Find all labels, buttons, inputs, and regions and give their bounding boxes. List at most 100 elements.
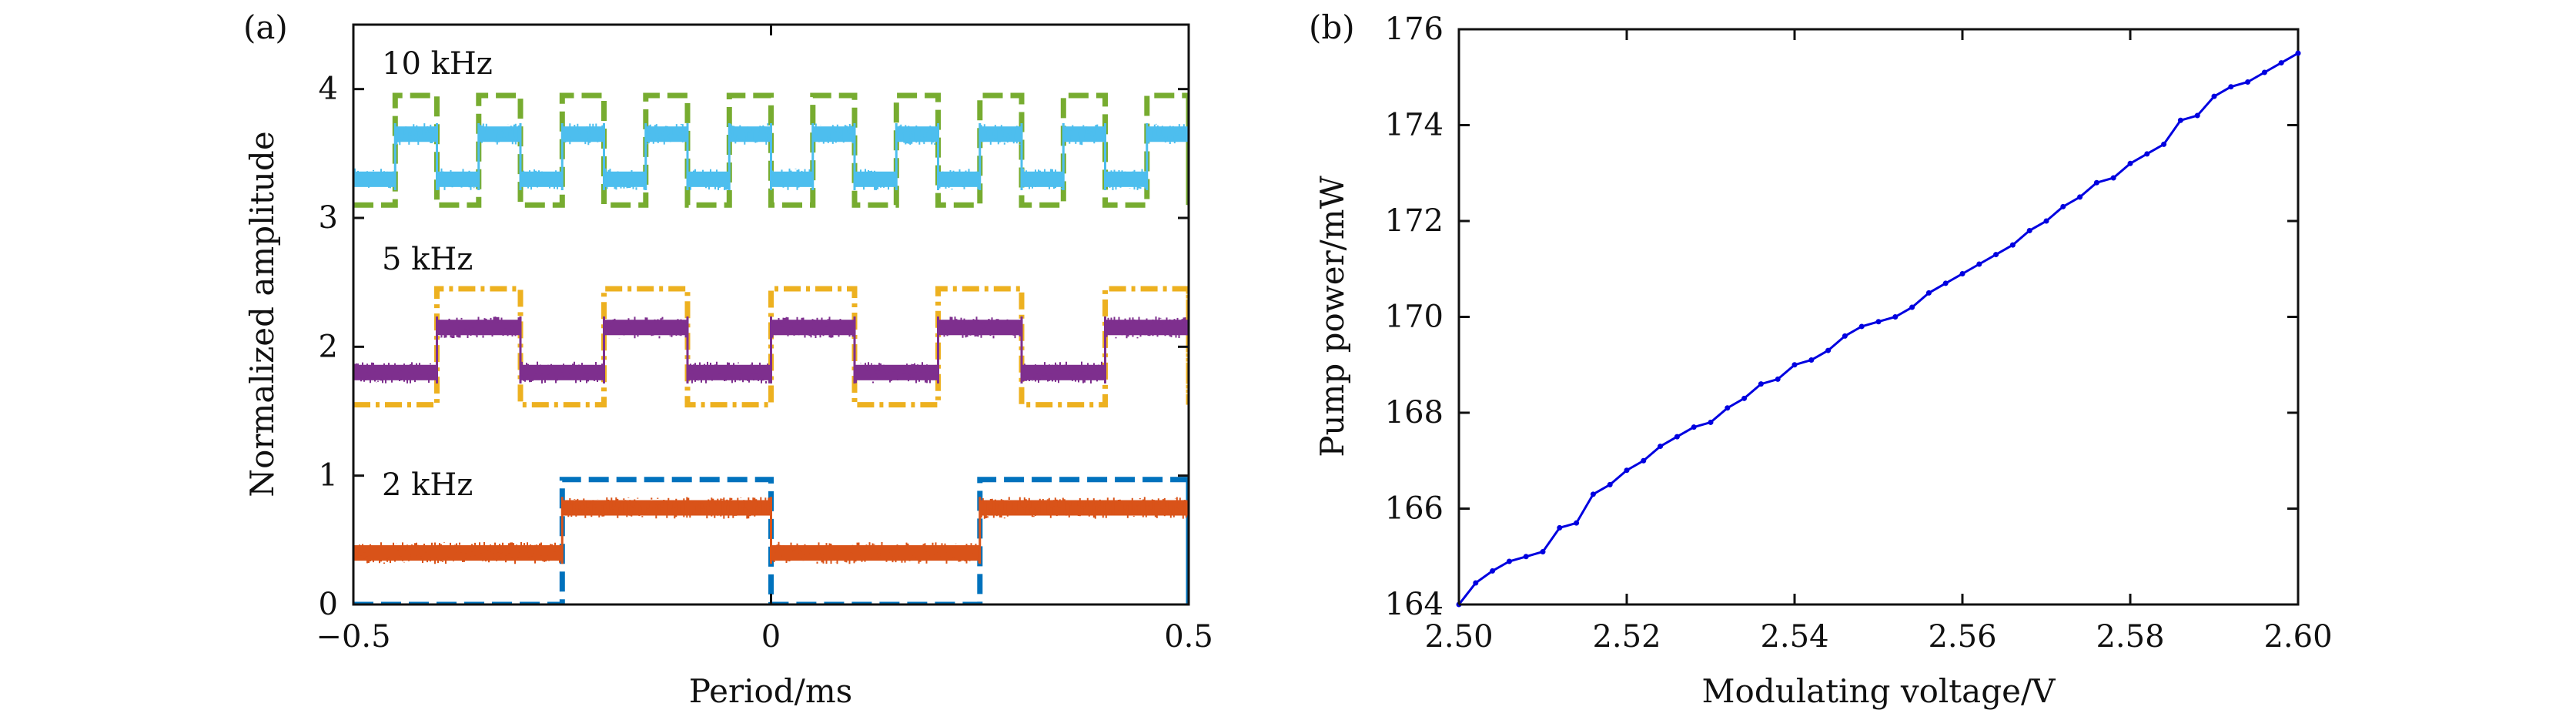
pump-power-point xyxy=(2278,60,2284,66)
series-1-noise xyxy=(937,169,981,190)
pump-power-point xyxy=(2077,194,2083,200)
pump-power-point xyxy=(1691,424,1697,430)
pump-power-point xyxy=(1523,554,1529,560)
pump-power-point xyxy=(1959,270,1965,276)
series-1-noise xyxy=(1021,168,1064,189)
pump-power-point xyxy=(1658,444,1664,450)
panel-b-xlabel: Modulating voltage/V xyxy=(1702,672,2056,710)
pump-power-point xyxy=(1607,481,1613,487)
pump-power-point xyxy=(1473,580,1479,586)
series-1-noise xyxy=(394,123,438,146)
pump-power-point xyxy=(1808,357,1815,363)
panel-a-ytick-label: 3 xyxy=(319,200,338,236)
pump-power-point xyxy=(1925,290,1932,296)
series-1-noise xyxy=(1062,124,1106,146)
series-1-noise xyxy=(854,169,897,190)
series-3-noise xyxy=(770,316,855,339)
panel-b-ytick-label: 176 xyxy=(1385,12,1444,47)
pump-power-point xyxy=(2161,141,2167,147)
pump-power-point xyxy=(1775,376,1781,382)
pump-power-point xyxy=(1791,362,1798,368)
panel-b-ticks: 2.50 2.52 2.54 2.56 2.58 2.60 164 166 168 170 172 1… xyxy=(1385,12,2333,655)
pump-power-point xyxy=(2026,227,2032,233)
series-1-noise xyxy=(979,124,1022,145)
pump-power-point xyxy=(1858,323,1865,330)
panel-b-xtick-label: 2.52 xyxy=(1592,619,1661,655)
panel-a-series-group xyxy=(353,92,1189,604)
series-1-noise xyxy=(520,168,563,190)
series-5-noise xyxy=(561,497,771,519)
series-1-noise xyxy=(477,123,521,145)
series-3-noise xyxy=(687,361,771,383)
pump-power-point xyxy=(2177,117,2183,123)
panel-a-ylabel: Normalized amplitude xyxy=(243,131,281,497)
series-3-noise xyxy=(1021,361,1106,383)
series-3-noise xyxy=(520,361,604,383)
pump-power-point xyxy=(1674,434,1680,440)
panel-b-ytick-label: 166 xyxy=(1385,491,1444,527)
pump-power-point xyxy=(2228,84,2234,90)
panel-b-ylabel: Pump power/mW xyxy=(1313,175,1351,457)
series-3-noise xyxy=(937,316,1022,339)
pump-power-point xyxy=(1892,314,1899,320)
pump-power-point xyxy=(2127,160,2133,166)
annotation-10khz: 10 kHz xyxy=(382,46,493,82)
pump-power-point xyxy=(2261,69,2267,75)
panel-b-xtick-label: 2.60 xyxy=(2263,619,2332,655)
pump-power-point xyxy=(2211,93,2217,99)
series-1-noise xyxy=(561,123,605,146)
panel-b-frame xyxy=(1457,28,2300,606)
pump-power-point xyxy=(1708,419,1714,425)
series-3-noisy xyxy=(353,316,1189,384)
pump-power-point xyxy=(1590,491,1596,497)
panel-a-ytick-label: 4 xyxy=(319,72,338,107)
panel-b-xtick-label: 2.54 xyxy=(1760,619,1828,655)
pump-power-point xyxy=(1540,549,1546,555)
pump-power-point xyxy=(1842,333,1848,339)
panel-b-ytick-label: 170 xyxy=(1385,300,1444,335)
series-1-noise xyxy=(353,168,396,189)
panel-a-xtick-label: 0 xyxy=(761,619,781,655)
pump-power-point xyxy=(1557,524,1563,531)
series-5-noise xyxy=(979,497,1189,519)
series-1-noise xyxy=(728,123,772,145)
series-1-noisy xyxy=(353,123,1189,191)
pump-power-point xyxy=(1942,280,1949,286)
panel-a-ytick-label: 2 xyxy=(319,329,338,364)
series-1-noise xyxy=(436,168,480,190)
panel-b-label: (b) xyxy=(1309,8,1355,46)
series-5-noise xyxy=(770,541,980,564)
series-5-noisy xyxy=(353,497,1189,564)
series-5-noise xyxy=(353,542,562,564)
panel-b-ytick-label: 164 xyxy=(1385,587,1444,622)
pump-power-point xyxy=(2043,218,2049,224)
pump-power-point xyxy=(1993,252,1999,258)
pump-power-point xyxy=(1976,261,1982,267)
panel-a-ytick-label: 0 xyxy=(319,587,338,622)
series-3-noise xyxy=(353,362,437,383)
pump-power-point xyxy=(2093,179,2099,186)
pump-power-point xyxy=(1758,381,1764,387)
pump-power-line xyxy=(1457,52,2299,605)
pump-power-point xyxy=(1825,347,1832,353)
panel-a-xlabel: Period/ms xyxy=(689,672,852,710)
panel-b-xtick-label: 2.56 xyxy=(1928,619,1996,655)
series-1-noise xyxy=(644,124,688,145)
series-3-noise xyxy=(603,316,688,339)
annotation-2khz: 2 kHz xyxy=(382,467,473,503)
annotation-5khz: 5 kHz xyxy=(382,242,473,277)
pump-power-point xyxy=(2009,242,2016,248)
pump-power-point xyxy=(1641,457,1647,464)
pump-power-point xyxy=(2060,203,2066,209)
panel-b-ytick-label: 168 xyxy=(1385,395,1444,430)
series-1-noise xyxy=(770,168,814,190)
pump-power-point xyxy=(1725,405,1731,411)
series-1-noise xyxy=(895,124,939,146)
panel-a-xtick-label: −0.5 xyxy=(316,619,390,655)
panel-a-label: (a) xyxy=(243,8,288,46)
panel-b-xtick-label: 2.50 xyxy=(1424,619,1493,655)
panel-a-xtick-label: 0.5 xyxy=(1164,619,1213,655)
